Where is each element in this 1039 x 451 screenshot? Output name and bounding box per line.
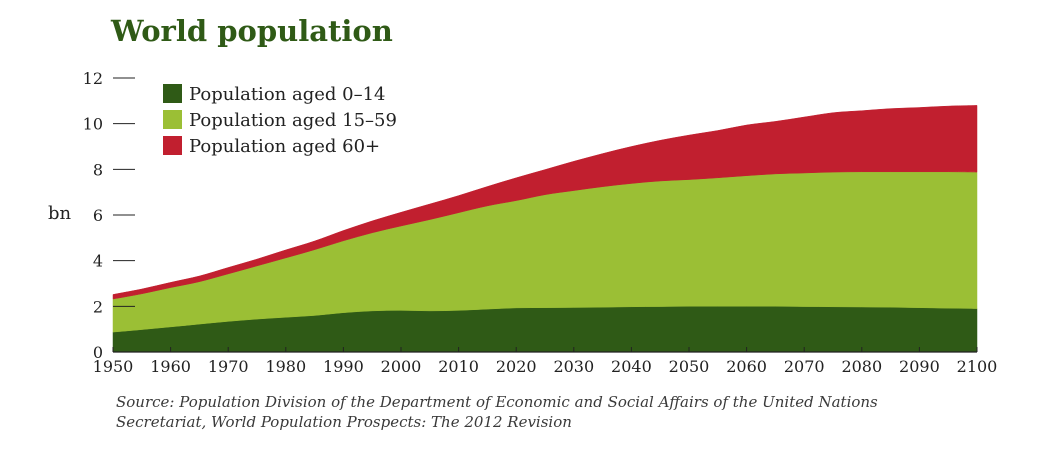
area-series-2: [112, 105, 978, 300]
x-tick-label: 2070: [784, 357, 825, 376]
legend-swatch: [163, 136, 182, 155]
x-tick-label: 2060: [726, 357, 767, 376]
legend-label: Population aged 60+: [189, 136, 380, 157]
x-tick-label: 1960: [150, 357, 191, 376]
x-tick-label: 1980: [265, 357, 306, 376]
y-tick-label: 2: [93, 297, 103, 316]
y-tick-label: 8: [93, 160, 103, 179]
world-population-chart: 0 2 4 6 8 10 12 1950 1960 1970 1980 1990 2000 2010 20…: [48, 69, 998, 376]
x-tick-label: 1990: [323, 357, 364, 376]
x-tick-label: 2020: [496, 357, 537, 376]
y-tick-label: 4: [93, 252, 103, 271]
legend-swatch: [163, 84, 182, 103]
source-line-2: Secretariat, World Population Prospects:…: [116, 413, 572, 431]
x-tick-label: 2080: [841, 357, 882, 376]
legend-label: Population aged 15–59: [189, 110, 397, 131]
y-tick-label: 10: [83, 115, 103, 134]
x-tick-label: 2090: [899, 357, 940, 376]
source-note: Source: Population Division of the Depar…: [116, 392, 878, 432]
area-layer: [112, 105, 978, 353]
y-axis: 0 2 4 6 8 10 12: [83, 69, 135, 362]
x-tick-label: 2100: [957, 357, 998, 376]
x-tick-label: 2010: [438, 357, 479, 376]
x-tick-label: 1950: [93, 357, 134, 376]
x-tick-label: 2050: [669, 357, 710, 376]
x-axis: 1950 1960 1970 1980 1990 2000 2010 2020 2030 2040…: [93, 347, 998, 376]
y-axis-label: bn: [48, 203, 72, 224]
y-tick-label: 6: [93, 206, 103, 225]
x-tick-label: 2040: [611, 357, 652, 376]
legend-swatch: [163, 110, 182, 129]
y-tick-label: 12: [83, 69, 103, 88]
chart-title: World population: [111, 14, 393, 48]
x-tick-label: 2000: [381, 357, 422, 376]
x-tick-label: 2030: [553, 357, 594, 376]
legend: Population aged 0–14 Population aged 15–5…: [163, 84, 397, 157]
legend-label: Population aged 0–14: [189, 84, 385, 105]
source-line-1: Source: Population Division of the Depar…: [116, 393, 878, 411]
x-tick-label: 1970: [208, 357, 249, 376]
y-tick-label: 0: [93, 343, 103, 362]
